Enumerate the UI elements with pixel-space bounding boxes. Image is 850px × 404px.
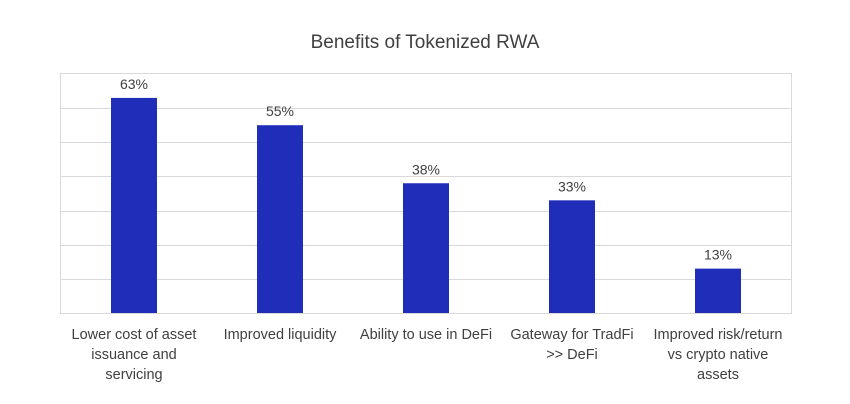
- gridlines: [61, 108, 791, 280]
- category-label-line: >> DeFi: [546, 347, 598, 363]
- category-label-2: Improved liquidity: [224, 327, 338, 343]
- category-label-line: vs crypto native: [668, 347, 769, 363]
- bar-1: [111, 97, 157, 314]
- category-label-5: Improved risk/return vs crypto native asse…: [654, 327, 783, 383]
- plot-frame: [60, 73, 792, 314]
- category-label-line: Improved risk/return: [654, 327, 783, 343]
- bars: [111, 97, 741, 314]
- category-label-line: issuance and: [91, 347, 176, 363]
- bar-4: [549, 200, 595, 313]
- chart-title: Benefits of Tokenized RWA: [311, 32, 540, 53]
- data-label-1: 63%: [120, 76, 148, 92]
- bar-2: [257, 125, 303, 313]
- category-label-line: Improved liquidity: [224, 327, 338, 343]
- data-label-5: 13%: [704, 247, 732, 263]
- category-label-line: Gateway for TradFi: [510, 327, 633, 343]
- category-label-4: Gateway for TradFi >> DeFi: [510, 327, 633, 363]
- category-label-line: assets: [697, 367, 739, 383]
- category-label-line: servicing: [105, 367, 162, 383]
- bar-5: [695, 268, 741, 313]
- category-label-3: Ability to use in DeFi: [360, 327, 492, 343]
- category-label-1: Lower cost of asset issuance and servicing: [72, 327, 197, 383]
- data-label-2: 55%: [266, 103, 294, 119]
- data-label-4: 33%: [558, 178, 586, 194]
- category-label-line: Ability to use in DeFi: [360, 327, 492, 343]
- bar-3: [403, 183, 449, 313]
- data-label-3: 38%: [412, 161, 440, 177]
- category-labels: Lower cost of asset issuance and servicing…: [72, 327, 783, 383]
- category-label-line: Lower cost of asset: [72, 327, 197, 343]
- data-labels: 63% 55% 38% 33% 13%: [120, 76, 732, 263]
